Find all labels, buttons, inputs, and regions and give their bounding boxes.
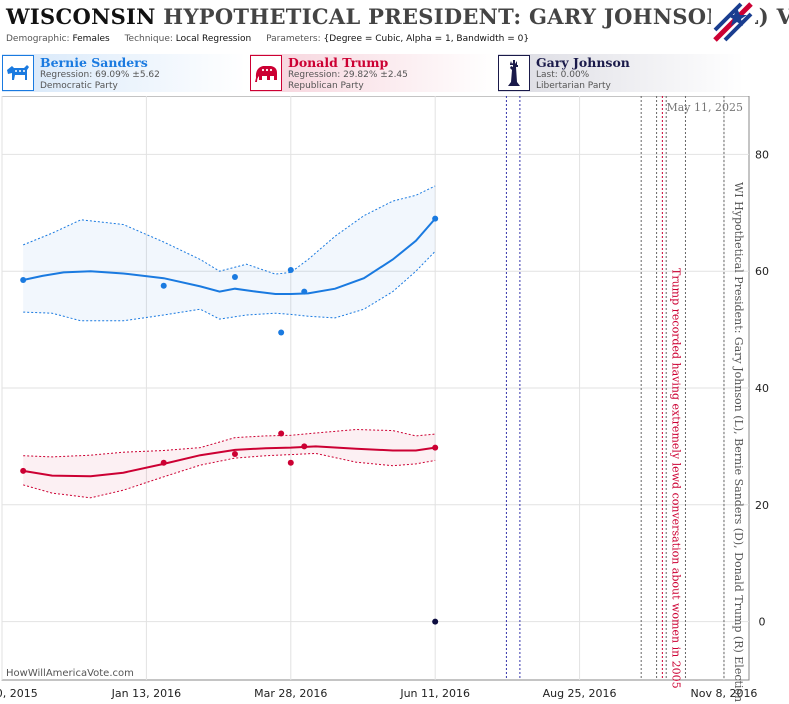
candidate-trump: Donald Trump Regression: 29.82% ±2.45 Re…: [250, 54, 494, 92]
demographic-label: Demographic:: [6, 34, 70, 44]
demographic-value: Females: [72, 34, 110, 44]
x-tick-label: Aug 25, 2016: [543, 687, 617, 700]
candidate-name: Bernie Sanders: [40, 55, 148, 70]
y-tick-label: 60: [755, 265, 769, 278]
candidate-stat: Last: 0.00%: [536, 70, 590, 80]
chart-parameters: Demographic: Females Technique: Local Re…: [6, 34, 541, 44]
parameters-label: Parameters:: [266, 34, 321, 44]
candidate-stat: Regression: 69.09% ±5.62: [40, 70, 160, 80]
regression-line: [23, 445, 436, 478]
candidate-legend: Bernie Sanders Regression: 69.09% ±5.62 …: [0, 54, 789, 94]
candidate-sanders: Bernie Sanders Regression: 69.09% ±5.62 …: [2, 54, 246, 92]
poll-point: [432, 444, 439, 451]
chart-title: WISCONSIN HYPOTHETICAL PRESIDENT: GARY J…: [6, 4, 789, 29]
parameters-value: {Degree = Cubic, Alpha = 1, Bandwidth = …: [323, 34, 530, 44]
y-tick-label: 80: [755, 148, 769, 161]
candidate-johnson: Gary Johnson Last: 0.00% Libertarian Par…: [498, 54, 744, 92]
poll-point: [231, 274, 238, 281]
regression-line: [22, 217, 436, 295]
candidate-party: Libertarian Party: [536, 81, 611, 91]
x-tick-label: Jan 13, 2016: [111, 687, 181, 700]
candidate-party: Democratic Party: [40, 81, 118, 91]
poll-point: [301, 443, 308, 450]
poll-point: [231, 450, 238, 457]
poll-point: [432, 618, 439, 625]
y-tick-label: 20: [755, 499, 769, 512]
x-tick-label: Nov 8, 2016: [690, 687, 757, 700]
elephant-icon: [250, 55, 282, 91]
candidate-stat: Regression: 29.82% ±2.45: [288, 70, 408, 80]
upper-bound-line: [23, 185, 436, 275]
annotation-text: WI Hypothetical President: Gary Johnson …: [732, 182, 745, 702]
y-tick-label: 40: [755, 382, 769, 395]
title-rest: HYPOTHETICAL PRESIDENT: GARY JOHNSON (L)…: [163, 4, 789, 29]
x-tick-label: Oct 30, 2015: [0, 687, 38, 700]
y-tick-label: 0: [759, 616, 766, 629]
candidate-name: Gary Johnson: [536, 55, 630, 70]
technique-label: Technique:: [124, 34, 173, 44]
x-tick-label: Mar 28, 2016: [254, 687, 327, 700]
poll-point: [432, 215, 439, 222]
statue-of-liberty-icon: [498, 55, 530, 91]
donkey-icon: [2, 55, 34, 91]
confidence-band: [23, 185, 436, 321]
poll-point: [160, 459, 167, 466]
upper-bound-line: [23, 428, 436, 458]
poll-chart: 0 20 40 60 80 Oct 30, 2015 Jan 13, 2016 Mar 28,…: [0, 96, 769, 702]
chart-header: WISCONSIN HYPOTHETICAL PRESIDENT: GARY J…: [0, 0, 789, 50]
site-logo-icon: [711, 0, 755, 44]
poll-point: [278, 329, 285, 336]
poll-point: [301, 288, 308, 295]
poll-point: [20, 276, 27, 283]
poll-point: [287, 267, 294, 274]
poll-point: [20, 467, 27, 474]
poll-point: [278, 430, 285, 437]
technique-value: Local Regression: [175, 34, 252, 44]
date-label: May 11, 2025: [666, 101, 743, 114]
title-state: WISCONSIN: [6, 4, 156, 29]
poll-point: [160, 282, 167, 289]
x-tick-label: Jun 11, 2016: [399, 687, 470, 700]
poll-point: [287, 459, 294, 466]
watermark-text: HowWillAmericaVote.com: [6, 668, 134, 679]
annotation-text: Trump recorded having extremely lewd con…: [669, 268, 682, 689]
candidate-name: Donald Trump: [288, 55, 389, 70]
candidate-party: Republican Party: [288, 81, 364, 91]
